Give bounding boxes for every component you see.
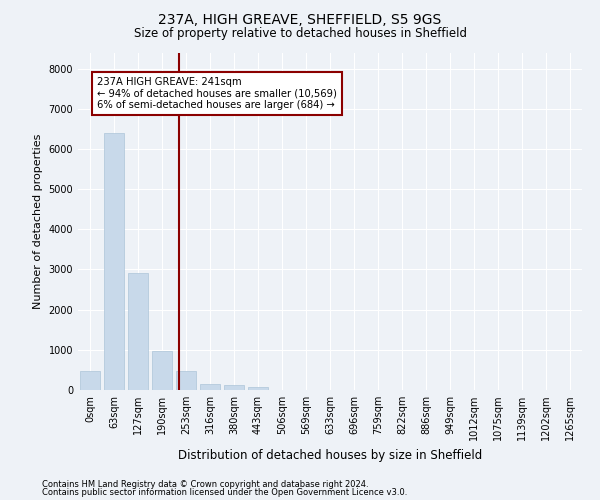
Bar bbox=[152, 350, 172, 390]
Text: Contains public sector information licensed under the Open Government Licence v3: Contains public sector information licen… bbox=[42, 488, 407, 497]
X-axis label: Distribution of detached houses by size in Sheffield: Distribution of detached houses by size … bbox=[178, 448, 482, 462]
Bar bbox=[176, 370, 196, 390]
Bar bbox=[104, 133, 124, 390]
Bar bbox=[128, 274, 148, 390]
Bar bbox=[248, 387, 268, 390]
Text: 237A HIGH GREAVE: 241sqm
← 94% of detached houses are smaller (10,569)
6% of sem: 237A HIGH GREAVE: 241sqm ← 94% of detach… bbox=[97, 76, 337, 110]
Text: Contains HM Land Registry data © Crown copyright and database right 2024.: Contains HM Land Registry data © Crown c… bbox=[42, 480, 368, 489]
Bar bbox=[200, 384, 220, 390]
Bar bbox=[224, 385, 244, 390]
Text: 237A, HIGH GREAVE, SHEFFIELD, S5 9GS: 237A, HIGH GREAVE, SHEFFIELD, S5 9GS bbox=[158, 12, 442, 26]
Text: Size of property relative to detached houses in Sheffield: Size of property relative to detached ho… bbox=[133, 28, 467, 40]
Bar bbox=[80, 370, 100, 390]
Y-axis label: Number of detached properties: Number of detached properties bbox=[33, 134, 43, 309]
